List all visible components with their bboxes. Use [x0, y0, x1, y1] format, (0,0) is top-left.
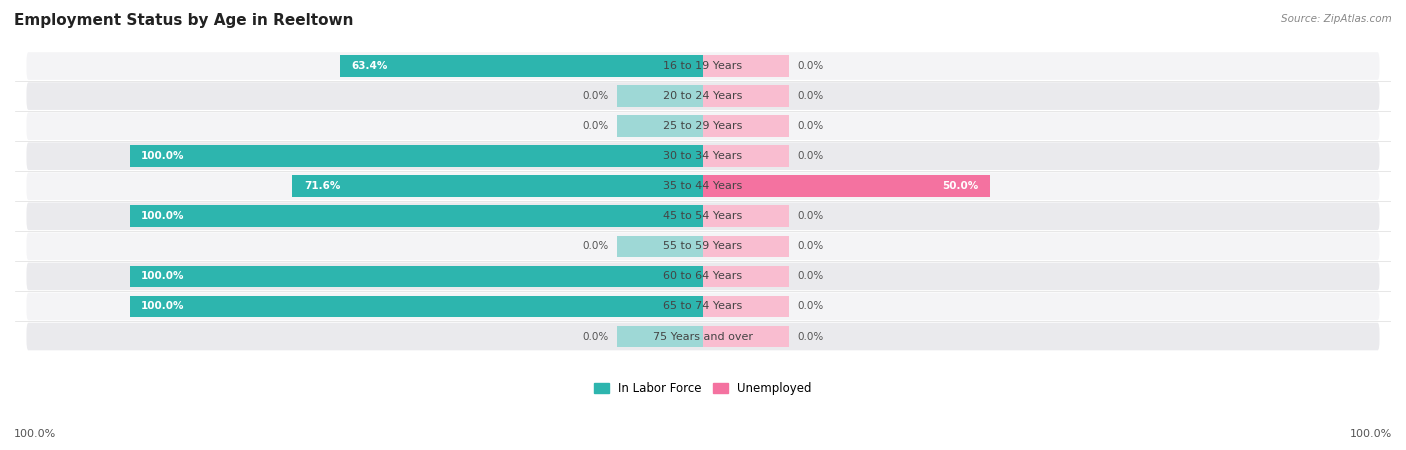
Text: 100.0%: 100.0%: [141, 302, 184, 311]
Legend: In Labor Force, Unemployed: In Labor Force, Unemployed: [589, 377, 817, 400]
Text: 60 to 64 Years: 60 to 64 Years: [664, 271, 742, 281]
Bar: [703, 55, 789, 77]
FancyBboxPatch shape: [27, 202, 1379, 230]
Bar: [617, 85, 703, 107]
FancyBboxPatch shape: [27, 233, 1379, 260]
FancyBboxPatch shape: [27, 263, 1379, 290]
Text: 75 Years and over: 75 Years and over: [652, 332, 754, 342]
Text: 16 to 19 Years: 16 to 19 Years: [664, 61, 742, 71]
Text: 63.4%: 63.4%: [352, 61, 387, 71]
Text: 55 to 59 Years: 55 to 59 Years: [664, 241, 742, 252]
Bar: [617, 55, 703, 77]
Text: Employment Status by Age in Reeltown: Employment Status by Age in Reeltown: [14, 14, 353, 28]
Bar: [703, 296, 789, 317]
Bar: [703, 266, 789, 287]
Bar: [617, 235, 703, 257]
Bar: [339, 55, 703, 77]
Bar: [617, 176, 703, 197]
Text: 0.0%: 0.0%: [797, 61, 824, 71]
Bar: [617, 326, 703, 347]
Text: 71.6%: 71.6%: [304, 181, 340, 191]
FancyBboxPatch shape: [27, 142, 1379, 170]
Text: 100.0%: 100.0%: [141, 151, 184, 161]
Text: 0.0%: 0.0%: [582, 91, 609, 101]
Bar: [617, 115, 703, 137]
Bar: [703, 235, 789, 257]
FancyBboxPatch shape: [27, 172, 1379, 200]
Text: 20 to 24 Years: 20 to 24 Years: [664, 91, 742, 101]
Text: 100.0%: 100.0%: [1350, 429, 1392, 439]
Text: 0.0%: 0.0%: [797, 302, 824, 311]
FancyBboxPatch shape: [27, 323, 1379, 351]
Text: Source: ZipAtlas.com: Source: ZipAtlas.com: [1281, 14, 1392, 23]
Text: 0.0%: 0.0%: [797, 151, 824, 161]
Bar: [129, 206, 703, 227]
Bar: [703, 206, 789, 227]
Text: 65 to 74 Years: 65 to 74 Years: [664, 302, 742, 311]
Text: 30 to 34 Years: 30 to 34 Years: [664, 151, 742, 161]
Bar: [617, 266, 703, 287]
Text: 0.0%: 0.0%: [797, 241, 824, 252]
Bar: [703, 85, 789, 107]
FancyBboxPatch shape: [27, 52, 1379, 80]
Text: 0.0%: 0.0%: [797, 91, 824, 101]
FancyBboxPatch shape: [27, 292, 1379, 320]
Text: 25 to 29 Years: 25 to 29 Years: [664, 121, 742, 131]
Bar: [129, 145, 703, 167]
Bar: [703, 145, 789, 167]
Bar: [617, 296, 703, 317]
Bar: [292, 176, 703, 197]
Text: 50.0%: 50.0%: [942, 181, 979, 191]
Bar: [703, 326, 789, 347]
Text: 45 to 54 Years: 45 to 54 Years: [664, 212, 742, 221]
Text: 35 to 44 Years: 35 to 44 Years: [664, 181, 742, 191]
Text: 0.0%: 0.0%: [582, 241, 609, 252]
Bar: [129, 296, 703, 317]
Text: 0.0%: 0.0%: [797, 271, 824, 281]
Text: 0.0%: 0.0%: [797, 121, 824, 131]
Bar: [617, 145, 703, 167]
Bar: [703, 176, 990, 197]
Bar: [703, 115, 789, 137]
FancyBboxPatch shape: [27, 82, 1379, 110]
Text: 100.0%: 100.0%: [14, 429, 56, 439]
Bar: [703, 176, 789, 197]
Bar: [617, 206, 703, 227]
Text: 0.0%: 0.0%: [582, 121, 609, 131]
Text: 100.0%: 100.0%: [141, 212, 184, 221]
Text: 0.0%: 0.0%: [797, 212, 824, 221]
FancyBboxPatch shape: [27, 112, 1379, 140]
Bar: [129, 266, 703, 287]
Text: 0.0%: 0.0%: [797, 332, 824, 342]
Text: 100.0%: 100.0%: [141, 271, 184, 281]
Text: 0.0%: 0.0%: [582, 332, 609, 342]
